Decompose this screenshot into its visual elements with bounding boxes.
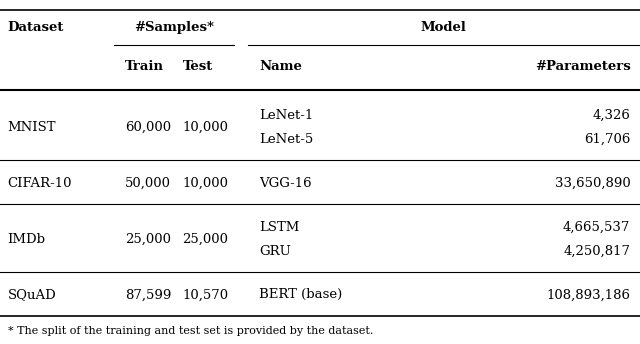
Text: VGG-16: VGG-16 <box>259 176 312 190</box>
Text: 61,706: 61,706 <box>584 133 630 146</box>
Text: 108,893,186: 108,893,186 <box>547 288 630 301</box>
Text: CIFAR-10: CIFAR-10 <box>8 176 72 190</box>
Text: 33,650,890: 33,650,890 <box>555 176 630 190</box>
Text: LeNet-5: LeNet-5 <box>259 133 314 146</box>
Text: 10,570: 10,570 <box>182 288 228 301</box>
Text: #Parameters: #Parameters <box>534 60 630 73</box>
Text: LeNet-1: LeNet-1 <box>259 109 314 122</box>
Text: 4,326: 4,326 <box>593 109 630 122</box>
Text: 25,000: 25,000 <box>182 233 228 246</box>
Text: IMDb: IMDb <box>8 233 45 246</box>
Text: Dataset: Dataset <box>8 21 64 34</box>
Text: SQuAD: SQuAD <box>8 288 56 301</box>
Text: 60,000: 60,000 <box>125 121 171 134</box>
Text: MNIST: MNIST <box>8 121 56 134</box>
Text: GRU: GRU <box>259 245 291 258</box>
Text: Train: Train <box>125 60 164 73</box>
Text: 4,250,817: 4,250,817 <box>563 245 630 258</box>
Text: #Samples*: #Samples* <box>134 21 214 34</box>
Text: Test: Test <box>182 60 212 73</box>
Text: * The split of the training and test set is provided by the dataset.: * The split of the training and test set… <box>8 326 373 336</box>
Text: 10,000: 10,000 <box>182 121 228 134</box>
Text: 10,000: 10,000 <box>182 176 228 190</box>
Text: Model: Model <box>420 21 467 34</box>
Text: LSTM: LSTM <box>259 221 300 234</box>
Text: 25,000: 25,000 <box>125 233 171 246</box>
Text: BERT (base): BERT (base) <box>259 288 342 301</box>
Text: 4,665,537: 4,665,537 <box>563 221 630 234</box>
Text: 50,000: 50,000 <box>125 176 171 190</box>
Text: 87,599: 87,599 <box>125 288 171 301</box>
Text: Name: Name <box>259 60 302 73</box>
